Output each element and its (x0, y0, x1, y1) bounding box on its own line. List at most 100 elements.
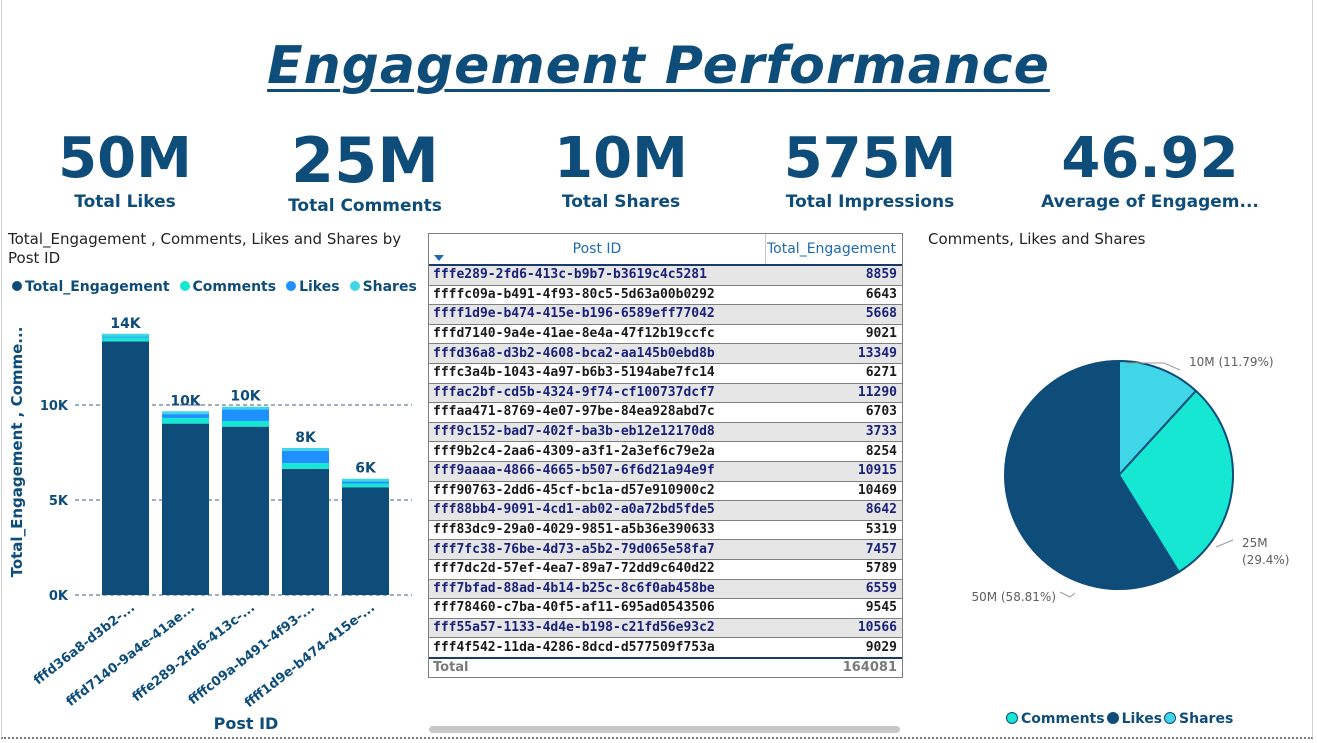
legend-item-total-engagement[interactable]: Total_Engagement (12, 279, 170, 295)
x-axis-title: Post ID (214, 714, 279, 733)
stacked-bar-chart: 0K 5K 10K Total_Engagement , Comme... 14K fff… (8, 316, 412, 733)
legend-item-shares[interactable]: Shares (349, 279, 417, 295)
bar-chart-title-line1: Total_Engagement , Comments, Likes and S… (8, 230, 402, 248)
table-row[interactable]: fffc3a4b-1043-4a97-b6b3-5194abe7fc14 6271 (429, 363, 902, 384)
table-row[interactable]: fffd36a8-d3b2-4608-bca2-aa145b0ebd8b 1334… (429, 343, 902, 364)
total-engagement-cell: 5668 (765, 304, 902, 325)
bar-segment-likes (162, 414, 209, 418)
table-row[interactable]: fff4f542-11da-4286-8dcd-d577509f753a 9029 (429, 637, 902, 659)
kpi-value: 46.92 (1061, 126, 1239, 191)
post-id-cell: ffff1d9e-b474-415e-b196-6589eff77042 (429, 304, 766, 325)
legend-item-shares[interactable]: Shares (1164, 711, 1233, 727)
table-row[interactable]: fff9aaaa-4866-4665-b507-6f6d21a94e9f 1091… (429, 461, 902, 482)
y-tick-label: 5K (49, 494, 69, 509)
post-id-cell: fff88bb4-9091-4cd1-ab02-a0a72bd5fde5 (429, 500, 766, 521)
kpi-label: Total Impressions (785, 192, 955, 212)
y-tick-label: 10K (40, 399, 69, 414)
table-row[interactable]: fff90763-2dd6-45cf-bc1a-d57e910900c2 1046… (429, 481, 902, 502)
table-row[interactable]: fff55a57-1133-4d4e-b198-c21fd56e93c2 1056… (429, 618, 902, 639)
pie-chart: 10M (11.79%) 25M (29.4%) 50M (58.81%) (971, 355, 1289, 604)
legend-item-comments[interactable]: Comments (179, 279, 277, 295)
table-row[interactable]: fffe289-2fd6-413c-b9b7-b3619c4c5281 8859 (429, 265, 902, 286)
legend-label: Likes (299, 279, 340, 295)
bar-segment-shares (222, 406, 269, 410)
legend-dot-icon (1164, 712, 1177, 724)
kpi-value: 25M (291, 124, 439, 197)
post-id-cell: fff83dc9-29a0-4029-9851-a5b36e390633 (429, 520, 766, 541)
leader-line (1125, 362, 1181, 371)
table-row[interactable]: fffd7140-9a4e-41ae-8e4a-47f12b19ccfc 9021 (429, 324, 902, 345)
kpi-total-impressions[interactable]: 575M Total Impressions (750, 126, 990, 212)
table-total-row: Total 164081 (429, 656, 902, 679)
table-row[interactable]: fff78460-c7ba-40f5-af11-695ad0543506 9545 (429, 598, 902, 619)
kpi-total-shares[interactable]: 10M Total Shares (501, 126, 741, 212)
table-row[interactable]: ffff1d9e-b474-415e-b196-6589eff77042 5668 (429, 304, 902, 325)
kpi-total-comments[interactable]: 25M Total Comments (245, 124, 485, 217)
post-id-cell: fff9c152-bad7-402f-ba3b-eb12e12170d8 (429, 422, 766, 443)
bar-segment-total-engagement (282, 468, 329, 595)
total-engagement-cell: 10566 (765, 618, 902, 639)
post-engagement-table[interactable]: Post ID Total_Engagement fffe289-2fd6-41… (428, 233, 903, 679)
bar-segment-comments (282, 463, 329, 469)
legend-item-comments[interactable]: Comments (1006, 711, 1105, 727)
bar-segment-total-engagement (102, 341, 149, 595)
horizontal-scrollbar[interactable] (429, 726, 900, 733)
table-row[interactable]: fff83dc9-29a0-4029-9851-a5b36e390633 5319 (429, 520, 902, 541)
legend-dot-icon (349, 281, 360, 291)
post-id-cell: fff7fc38-76be-4d73-a5b2-79d065e58fa7 (429, 539, 766, 560)
legend-label: Total_Engagement (25, 279, 170, 295)
legend-dot-icon (1006, 712, 1018, 724)
total-engagement-cell: 6703 (765, 402, 902, 423)
table-row[interactable]: fff9b2c4-2aa6-4309-a3f1-2a3ef6c79e2a 8254 (429, 441, 902, 462)
kpi-average-engagement[interactable]: 46.92 Average of Engagem... (1030, 126, 1270, 212)
slice-label-likes: 50M (58.81%) (971, 590, 1056, 604)
table-row[interactable]: fff7fc38-76be-4d73-a5b2-79d065e58fa7 7457 (429, 539, 902, 560)
total-engagement-cell: 13349 (765, 343, 902, 364)
sort-descending-icon[interactable] (434, 255, 444, 261)
total-engagement-cell: 6643 (765, 285, 902, 306)
table-row[interactable]: fffac2bf-cd5b-4324-9f74-cf100737dcf7 1129… (429, 383, 902, 404)
post-id-cell: fff55a57-1133-4d4e-b198-c21fd56e93c2 (429, 618, 766, 639)
total-value-cell: 164081 (765, 656, 902, 679)
post-id-cell: fff4f542-11da-4286-8dcd-d577509f753a (429, 637, 766, 659)
post-id-cell: fffc3a4b-1043-4a97-b6b3-5194abe7fc14 (429, 363, 766, 384)
total-engagement-cell: 9029 (765, 637, 902, 659)
legend-item-likes[interactable]: Likes (286, 279, 340, 295)
table-row[interactable]: fff7bfad-88ad-4b14-b25c-8c6f0ab458be 6559 (429, 579, 902, 600)
column-header-post-id[interactable]: Post ID (429, 234, 766, 266)
kpi-value: 10M (554, 126, 688, 191)
total-label-cell: Total (429, 656, 766, 679)
total-engagement-cell: 11290 (765, 383, 902, 404)
bar-segment-comments (102, 337, 149, 342)
table-row[interactable]: fff9c152-bad7-402f-ba3b-eb12e12170d8 3733 (429, 422, 902, 443)
y-tick-label: 0K (49, 589, 69, 604)
pie-chart-legend: Comments Likes Shares (1006, 711, 1243, 727)
total-engagement-cell: 8859 (765, 265, 902, 286)
table-row[interactable]: fffaa471-8769-4e07-97be-84ea928abd7c 6703 (429, 402, 902, 423)
total-engagement-cell: 3733 (765, 422, 902, 443)
post-id-cell: fff9aaaa-4866-4665-b507-6f6d21a94e9f (429, 461, 766, 482)
bar-segment-total-engagement (222, 426, 269, 595)
legend-label: Comments (1021, 711, 1105, 727)
table-row[interactable]: ffffc09a-b491-4f93-80c5-5d63a00b0292 6643 (429, 285, 902, 306)
bar-total-label: 14K (110, 316, 141, 332)
bar-segment-likes (222, 409, 269, 421)
table-row[interactable]: fff88bb4-9091-4cd1-ab02-a0a72bd5fde5 8642 (429, 500, 902, 521)
post-id-cell: fffaa471-8769-4e07-97be-84ea928abd7c (429, 402, 766, 423)
leader-line (1215, 539, 1234, 548)
column-header-total-engagement[interactable]: Total_Engagement (765, 234, 902, 266)
slice-label-shares: 10M (11.79%) (1189, 355, 1274, 369)
post-id-cell: fffac2bf-cd5b-4324-9f74-cf100737dcf7 (429, 383, 766, 404)
total-engagement-cell: 10469 (765, 481, 902, 502)
post-id-cell: ffffc09a-b491-4f93-80c5-5d63a00b0292 (429, 285, 766, 306)
legend-label: Comments (192, 279, 277, 295)
total-engagement-cell: 7457 (765, 539, 902, 560)
table-row[interactable]: fff7dc2d-57ef-4ea7-89a7-72dd9c640d22 5789 (429, 559, 902, 580)
total-engagement-cell: 8642 (765, 500, 902, 521)
kpi-total-likes[interactable]: 50M Total Likes (5, 126, 245, 212)
bar-segment-shares (342, 478, 389, 482)
leader-line (1059, 591, 1076, 598)
bar-segment-likes (342, 481, 389, 484)
total-engagement-cell: 6271 (765, 363, 902, 384)
legend-item-likes[interactable]: Likes (1106, 711, 1162, 727)
